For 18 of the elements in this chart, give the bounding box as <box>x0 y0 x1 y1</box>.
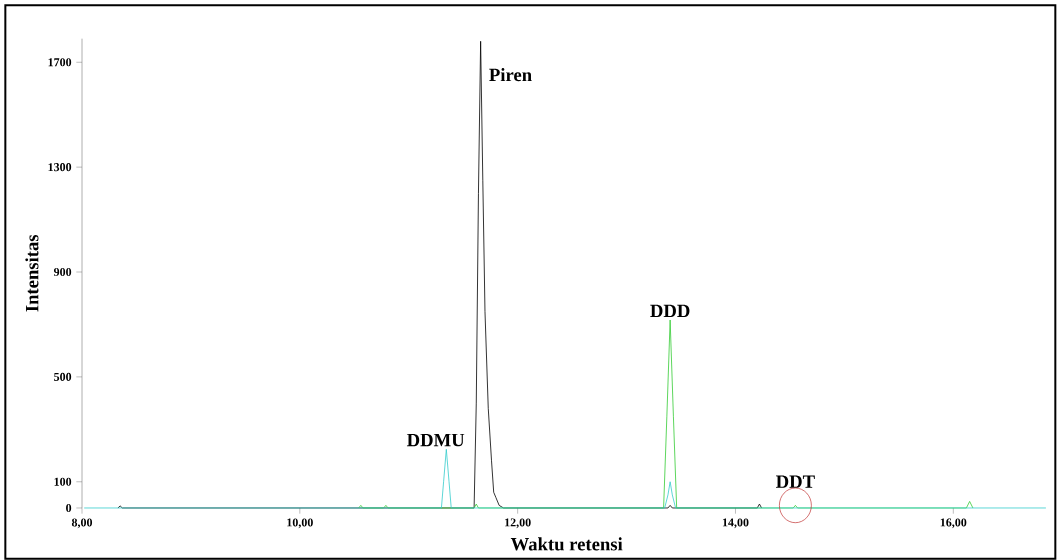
x-tick-label: 16,00 <box>940 518 967 529</box>
y-tick-label: 500 <box>54 372 72 381</box>
annotation: Piren <box>489 68 532 82</box>
annotation: DDD <box>650 304 690 318</box>
x-tick-label: 8,00 <box>71 518 93 529</box>
annotation: DDT <box>776 475 815 488</box>
y-tick-label: 1300 <box>48 163 72 172</box>
y-tick-label: 0 <box>66 503 72 513</box>
x-tick-label: 10,00 <box>287 518 313 529</box>
x-axis-title: Waktu retensi <box>510 537 623 551</box>
y-axis-title: Intensitas <box>25 234 39 312</box>
line-series <box>83 448 1047 509</box>
x-tick-label: 12,00 <box>505 518 531 529</box>
y-tick-label: 900 <box>53 267 72 277</box>
y-tick-label: 1700 <box>48 58 72 67</box>
annotation: DDMU <box>406 433 465 447</box>
x-tick-label: 14,00 <box>722 518 749 529</box>
y-tick-label: 100 <box>54 477 72 486</box>
